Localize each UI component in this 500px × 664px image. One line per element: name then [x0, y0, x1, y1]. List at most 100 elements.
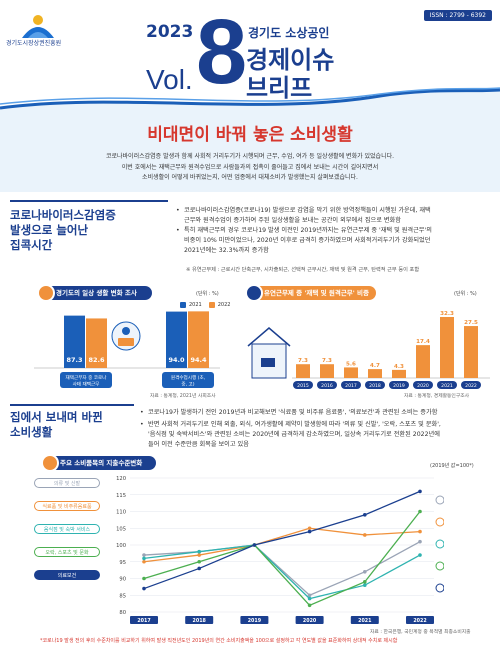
headline: 비대면이 바꿔 놓은 소비생활 [147, 125, 353, 145]
category-label-box [60, 372, 112, 388]
footnote: *코로나19 발생 전의 후의 수준차이를 비교하기 위하여 발생 직전년도인 … [40, 637, 397, 644]
intro-line: 코로나바이러스감염증 발생과 함께 사회적 거리두기가 시행되며 근무, 수업,… [105, 153, 395, 160]
chart3-svg: 80 85 90 95 100 105 110 115 120 2017 2018 2019 2020 2… [116, 476, 444, 624]
section1-rule [10, 200, 168, 202]
legend-label: 2021 [189, 302, 202, 308]
y-tick-label: 85 [119, 593, 126, 599]
org-logo-icon [22, 15, 54, 38]
bar [64, 315, 85, 368]
section1-title-line: 집콕시간 [10, 238, 53, 252]
bullet-text: 근무와 원격수업이 증가하여 주된 일상생활을 보내는 공간이 외부에서 집으로… [184, 217, 401, 224]
bar [392, 369, 406, 378]
header-wave [0, 87, 500, 112]
intro-line: 소비생활이 어떻게 바뀌었는지, 어떤 업종에서 대체소비가 발생했는지 살펴보… [142, 174, 358, 181]
section1-note: ※ 유연근무제 : 근로시간 단축근무, 시차출퇴근, 선택적 근무시간, 재택… [186, 267, 420, 273]
series-line [143, 490, 421, 590]
x-tick-box [240, 616, 269, 624]
sports-icon [435, 561, 444, 571]
y-tick-label: 115 [116, 493, 126, 499]
series-point [418, 489, 422, 494]
bullet-text: 코로나19가 발생하기 전인 2019년과 비교해보면 '식료품 및 비주류 음… [148, 409, 438, 416]
series-point [142, 559, 146, 564]
year-label-box [437, 381, 457, 389]
chart2-source: 자료 : 통계청, 경제활동인구조사 [404, 394, 470, 399]
x-tick-label: 2018 [193, 618, 207, 624]
year-label-box [461, 381, 481, 389]
chart1-legend: 2021 2022 [180, 302, 230, 308]
section2-title-line: 집에서 보내며 바뀐 [10, 410, 103, 424]
bullet-text: 2021년에는 32.3%까지 증가함 [184, 247, 269, 254]
series-point [307, 529, 312, 534]
dress-icon [435, 495, 444, 505]
bar-value-label: 4.3 [394, 364, 404, 370]
legend-swatch [180, 302, 186, 308]
x-tick-label: 2020 [303, 618, 317, 624]
y-tick-label: 120 [116, 476, 126, 482]
brief-title-line2: 브리프 [246, 74, 313, 102]
person-head-icon [122, 327, 130, 335]
bar [320, 364, 334, 378]
chart2-unit: (단위 : %) [454, 291, 477, 297]
org-name: 경기도시장상권진흥원 [6, 40, 62, 47]
chart2-svg: 7.3 2015 7.3 2016 5.6 2017 4.7 2018 4.3 2019 17.4 2… [247, 311, 490, 389]
chart3-header: 주요 소비품목의 지출수준변화 [41, 454, 156, 472]
chart1-unit: (단위 : %) [196, 291, 219, 297]
section1-title: 코로나바이러스감염증 발생으로 늘어난 집콕시간 [10, 208, 116, 253]
x-tick-label: 2021 [358, 618, 371, 624]
category-label: 중, 고) [181, 382, 194, 388]
legend-item: 식료품 및 비주류음료품 [34, 501, 100, 511]
vol-label: Vol. [146, 64, 193, 95]
bar-value-label: 4.7 [370, 363, 380, 369]
series-point [197, 566, 201, 571]
series-line [143, 544, 421, 600]
y-tick-label: 95 [119, 560, 126, 566]
series-point [418, 529, 422, 534]
x-tick-label: 2017 [137, 618, 150, 624]
legend-item: 음식점 및 숙박 서비스 [34, 524, 100, 534]
issn-badge: ISSN : 2799 - 6392 [423, 10, 492, 21]
category-label: 재택근무자 중 코로나 [66, 374, 108, 381]
x-tick-label: 2022 [413, 618, 426, 624]
grocery-icon [435, 517, 444, 527]
issue-year: 2023 [146, 22, 194, 42]
chart1-header: 경기도의 일상 생활 변화 조사 [37, 284, 152, 302]
series-line [143, 527, 421, 563]
chart2-header-icon [245, 284, 263, 302]
series-point [142, 576, 146, 581]
bullet-text: 들어 이전 수준만큼 회복을 보이고 있음 [148, 441, 249, 448]
chart3-unit: (2019년 값=100*) [430, 463, 474, 469]
series-point [307, 593, 312, 598]
chart2-header: 유연근무제 중 '재택 및 원격근무' 비중 [245, 284, 376, 302]
series-point [252, 543, 257, 547]
y-tick-label: 80 [119, 610, 126, 616]
year-label-box [365, 381, 385, 389]
bar [188, 311, 209, 368]
chart1-source: 자료 : 통계청, 2021년 사회조사 [150, 394, 216, 399]
year-label-box [413, 381, 433, 389]
footnote-text: *코로나19 발생 전의 후의 수준차이를 비교하기 위하여 발생 직전년도인 … [40, 638, 398, 644]
legend-item: 의료보건 [34, 570, 100, 580]
bar-value-label: 87.3 [66, 356, 82, 364]
bullet-text: '음식점 및 숙박서비스'와 관련된 소비는 2020년에 급격하게 감소하였으… [148, 431, 440, 438]
section2-bullets: • 코로나19가 발생하기 전인 2019년과 비교해보면 '식료품 및 비주류… [140, 409, 441, 448]
year-label-box [389, 381, 409, 389]
y-tick-label: 110 [116, 510, 126, 516]
series-point [363, 570, 367, 574]
bar-value-label: 27.5 [464, 320, 478, 326]
bar-value-label: 94.0 [168, 356, 185, 364]
series-point [363, 580, 367, 584]
series-point [418, 553, 422, 557]
chart2-header-label: 유연근무제 중 '재택 및 원격근무' 비중 [264, 289, 369, 297]
bullet-text: 반면 사회적 거리두기로 인해 외출, 외식, 여가생활에 제약이 발생함에 따… [148, 421, 441, 428]
chart3-header-label: 주요 소비품목의 지출수준변화 [60, 459, 143, 467]
year-label: 2022 [465, 383, 477, 389]
x-tick-box [185, 616, 214, 624]
series-point [197, 549, 201, 554]
bullet-text: 비중이 10% 미만이었으나, 2020년 이후로 급격히 증가하였으며 사회적… [184, 237, 431, 244]
chart3-source: 자료 : 한국은행, 국민계정 중 목적별 최종소비지출 [370, 630, 471, 635]
x-tick-box [350, 616, 379, 624]
series-point [418, 539, 422, 544]
category-label-box [162, 372, 214, 388]
series-point [142, 553, 146, 557]
